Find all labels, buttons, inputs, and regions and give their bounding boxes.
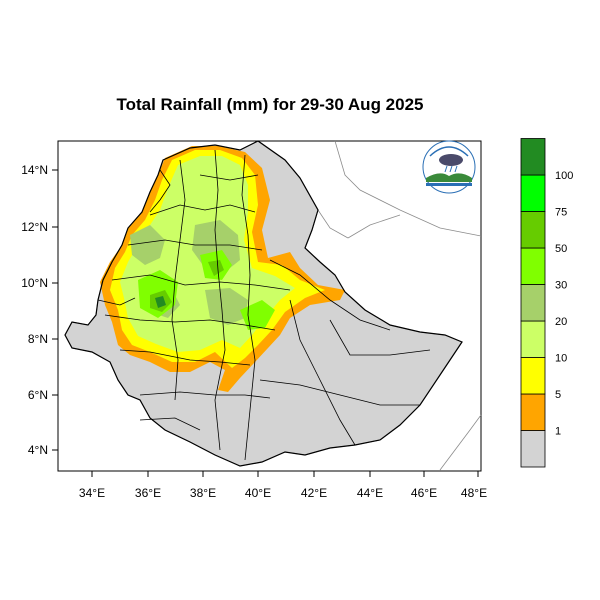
x-tick-label: 36°E: [135, 486, 161, 500]
legend-label: 20: [555, 316, 567, 328]
admin-boundaries: [64, 140, 463, 467]
legend-label: 50: [555, 243, 567, 255]
x-tick-label: 34°E: [79, 486, 105, 500]
legend-label: 75: [555, 207, 567, 219]
legend-swatch: [520, 138, 546, 176]
rain-zone-30to50: [138, 250, 275, 330]
x-tick-label: 46°E: [411, 486, 437, 500]
legend-swatch: [520, 320, 546, 358]
legend-swatch: [520, 247, 546, 285]
legend-label: 100: [555, 170, 573, 182]
rain-zone-100plus: [155, 296, 166, 308]
x-tick-label: 44°E: [357, 486, 383, 500]
legend-label: 10: [555, 353, 567, 365]
map-title: Total Rainfall (mm) for 29-30 Aug 2025: [116, 95, 424, 114]
legend-label: 5: [555, 389, 561, 401]
x-axis: 34°E 36°E 38°E 40°E 42°E 44°E 46°E 48°E: [79, 471, 487, 500]
y-tick-label: 14°N: [21, 163, 48, 177]
y-tick-label: 12°N: [21, 220, 48, 234]
agency-logo: [422, 140, 476, 194]
legend-swatch: [520, 211, 546, 249]
legend-swatch: [520, 430, 546, 468]
legend-swatch: [520, 357, 546, 395]
y-tick-label: 4°N: [28, 443, 48, 457]
x-tick-label: 48°E: [461, 486, 487, 500]
legend-swatch: [520, 284, 546, 322]
x-tick-label: 38°E: [190, 486, 216, 500]
y-tick-label: 6°N: [28, 388, 48, 402]
x-tick-label: 42°E: [301, 486, 327, 500]
legend-label: 30: [555, 280, 567, 292]
y-axis: 14°N 12°N 10°N 8°N 6°N 4°N: [21, 163, 58, 457]
y-tick-label: 10°N: [21, 276, 48, 290]
legend-label: 1: [555, 426, 561, 438]
y-tick-label: 8°N: [28, 332, 48, 346]
rain-zone-50to75: [150, 260, 224, 312]
legend-swatch: [520, 174, 546, 212]
legend-swatch: [520, 393, 546, 431]
x-tick-label: 40°E: [245, 486, 271, 500]
color-legend: 1 5 10 20 30 50 75 100: [520, 138, 573, 468]
